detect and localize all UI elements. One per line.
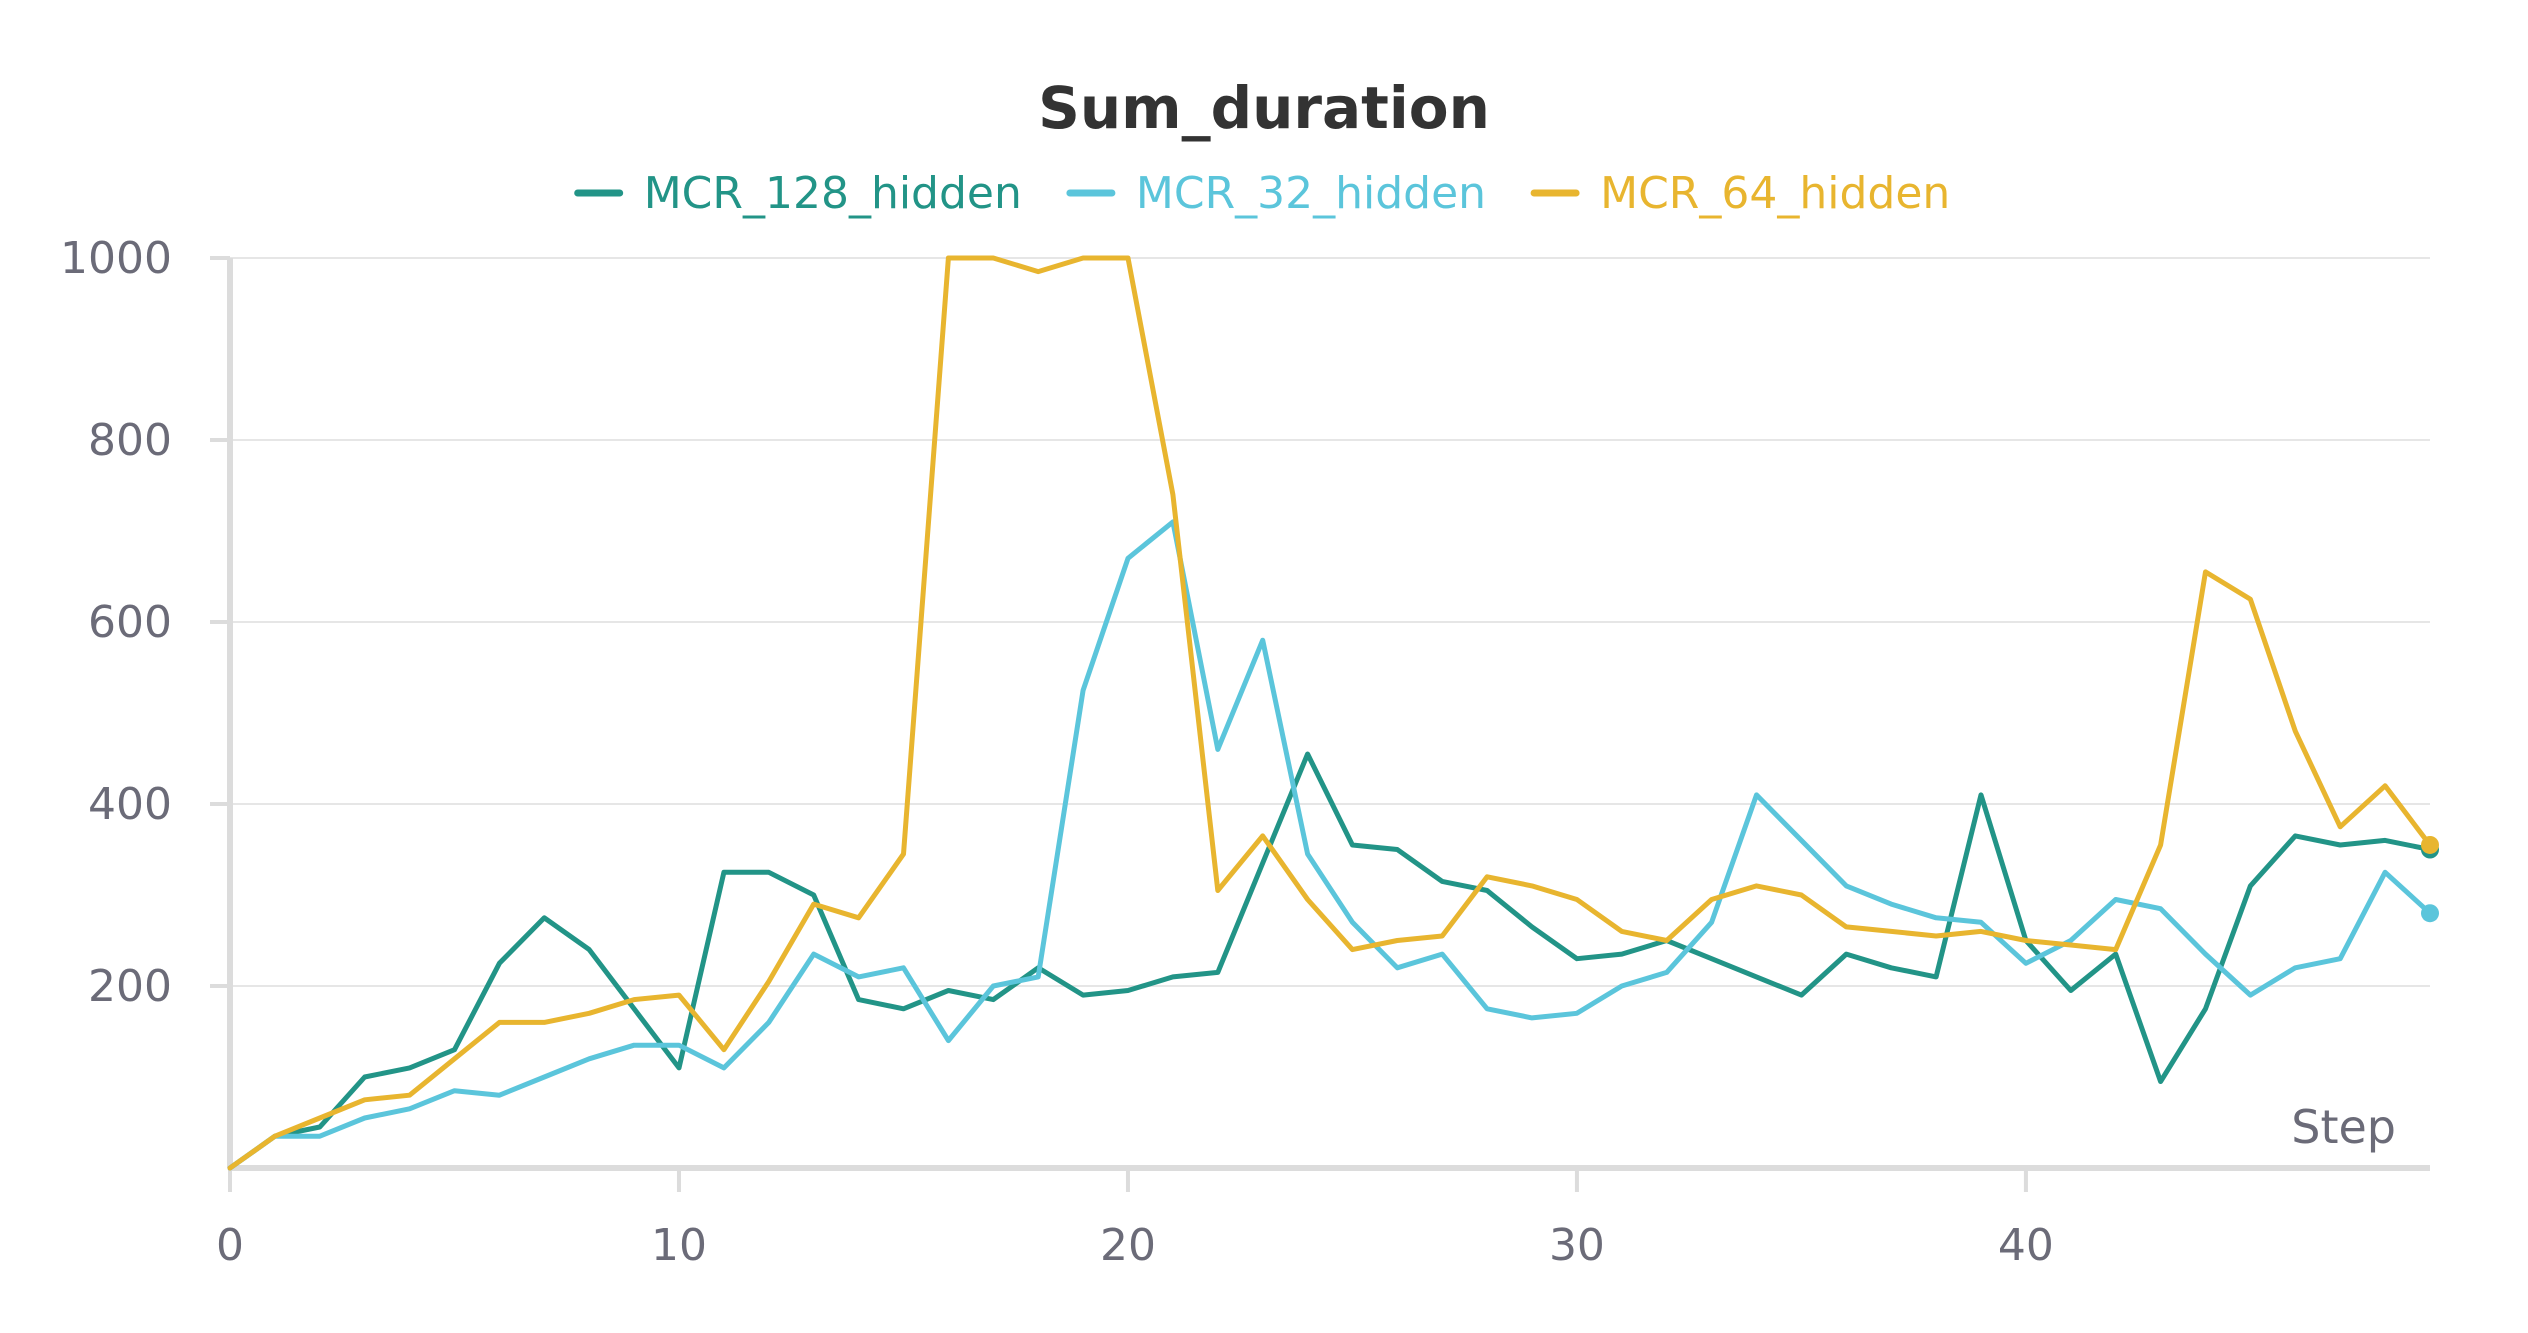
series-group [227,255,2439,1171]
y-tick-label: 1000 [60,233,172,284]
x-tick-label: 10 [651,1220,707,1271]
legend-label: MCR_32_hidden [1136,168,1486,219]
x-tick-label: 0 [216,1220,244,1271]
x-tick-label: 40 [1998,1220,2054,1271]
series-line-mcr-128-hidden [227,751,2433,1171]
legend-label: MCR_128_hidden [644,168,1022,219]
legend-label: MCR_64_hidden [1600,168,1950,219]
legend-item: MCR_64_hidden [1530,168,1950,219]
series-end-point [2421,835,2439,854]
y-tick-label: 200 [88,961,172,1012]
series-end-point [2421,904,2439,923]
chart-title: Sum_duration [1038,74,1490,142]
x-tick-label: 20 [1100,1220,1156,1271]
legend-item: MCR_32_hidden [1066,168,1486,219]
legend-item: MCR_128_hidden [574,168,1022,219]
axes: 200 400 600 800 1000 0 10 20 30 40 [60,233,2430,1271]
grid-lines [230,257,2430,987]
x-axis-label: Step [2291,1100,2396,1154]
x-tick-label: 30 [1549,1220,1605,1271]
series-line-mcr-32-hidden [227,519,2433,1171]
y-tick-label: 400 [88,779,172,830]
series-line-mcr-64-hidden [227,255,2433,1171]
y-tick-label: 800 [88,415,172,466]
legend: MCR_128_hidden MCR_32_hidden MCR_64_hidden [574,168,1950,219]
y-tick-label: 600 [88,597,172,648]
